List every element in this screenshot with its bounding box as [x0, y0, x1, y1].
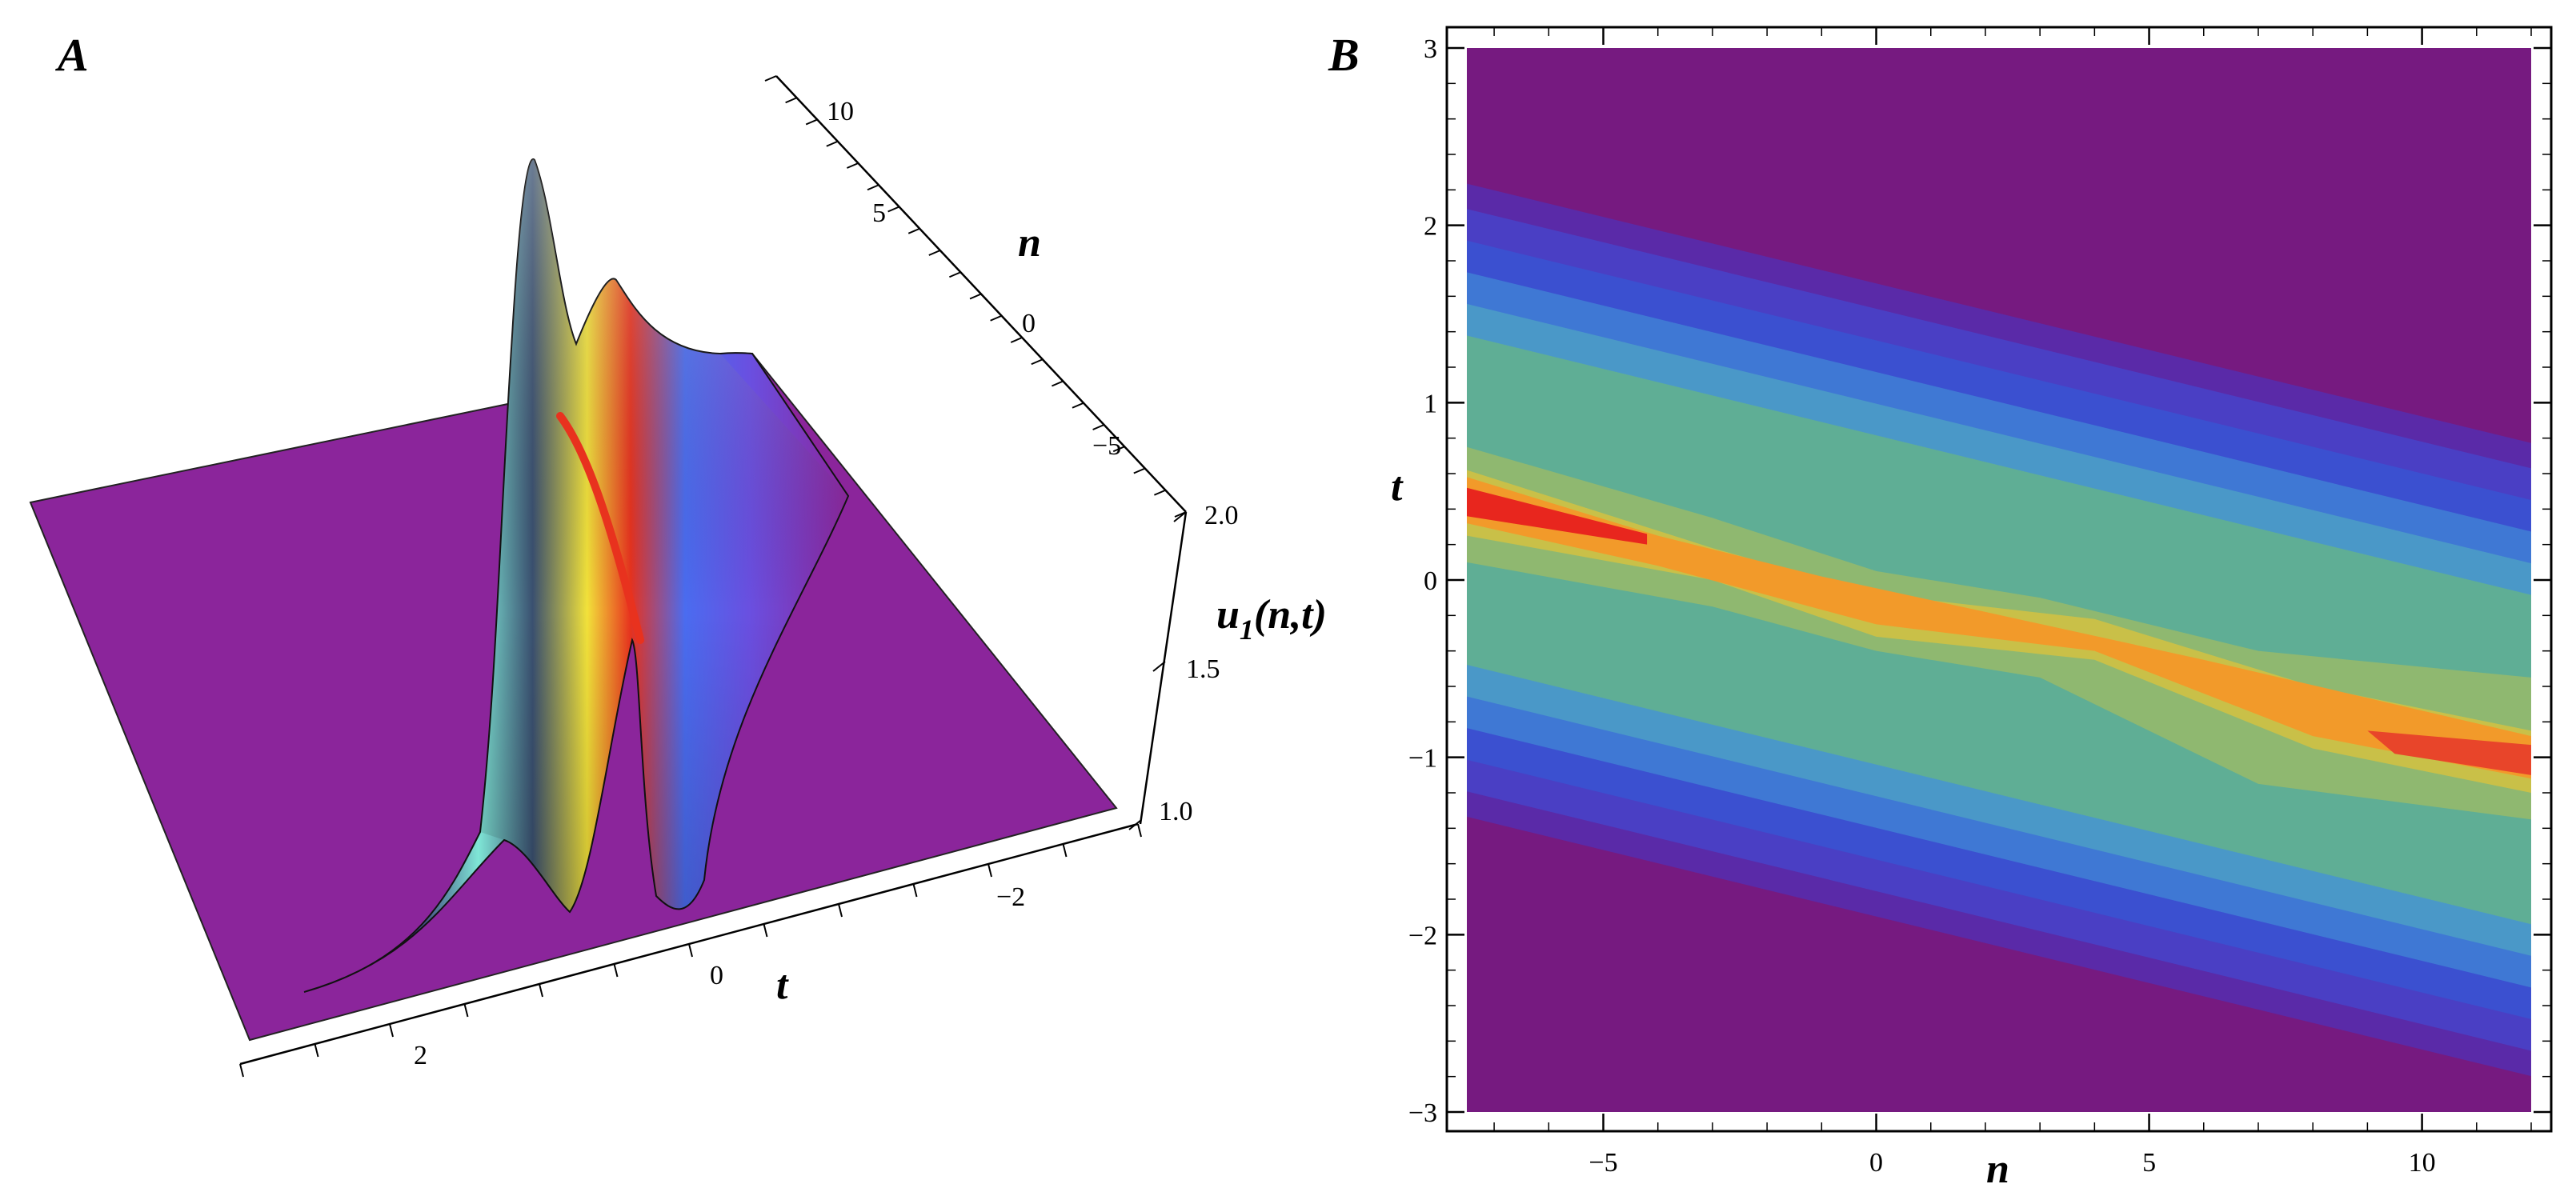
t-axis: 2 0 −2 t	[239, 822, 1142, 1078]
z-axis-title: u1(n,t)	[1216, 592, 1327, 646]
y-tick-label: −1	[1408, 744, 1437, 774]
t-axis-tick	[988, 863, 992, 878]
t-axis-tick	[539, 983, 543, 998]
y-tick-label: −3	[1408, 1098, 1437, 1128]
t-axis-tick	[688, 943, 693, 958]
t-tick-label: −2	[996, 882, 1025, 912]
t-axis-tick	[389, 1023, 394, 1038]
t-axis-tick	[763, 923, 768, 938]
soliton-ridge-shade	[480, 158, 848, 913]
x-tick-label: 5	[2142, 1148, 2156, 1178]
heatmap-contour-band	[1467, 487, 1648, 545]
y-tick-label: 1	[1424, 389, 1437, 418]
x-axis: −5 0 5 10	[1493, 27, 2532, 1178]
n-tick-label: 0	[1022, 309, 1036, 338]
n-axis: 10 5 0 −5 n	[764, 75, 1187, 518]
n-axis-title: n	[1018, 220, 1041, 266]
n-axis-tick	[1112, 446, 1125, 453]
t-axis-tick	[314, 1043, 319, 1058]
heatmap-contour-band	[2367, 730, 2531, 775]
z-tick-label: 2.0	[1204, 501, 1239, 530]
t-tick-label: 2	[414, 1041, 427, 1070]
n-axis-tick	[887, 206, 899, 213]
n-tick-label: −5	[1092, 431, 1121, 461]
heatmap	[1467, 48, 2531, 1112]
n-axis-tick	[785, 97, 797, 104]
t-axis-tick	[1062, 843, 1068, 858]
n-axis-tick	[1052, 380, 1064, 387]
n-axis-tick	[1154, 489, 1166, 496]
z-axis-title-args: (n,t)	[1254, 592, 1327, 638]
heatmap-contour-band	[1467, 477, 2531, 779]
t-axis-tick	[463, 1003, 469, 1018]
y-tick-label: 0	[1424, 566, 1437, 596]
n-axis-tick	[969, 293, 982, 300]
n-axis-tick	[826, 140, 839, 147]
t-axis-tick	[613, 963, 619, 978]
n-axis-tick	[949, 271, 961, 278]
n-axis-tick	[990, 314, 1002, 322]
panel-a-letter: A	[55, 29, 89, 81]
panel-a: A 10 5 0 −5 n 2.0 1.5 1.0 u1(n,	[29, 29, 1327, 1078]
z-axis: 2.0 1.5 1.0 u1(n,t)	[1128, 501, 1327, 830]
t-axis-tick	[912, 883, 918, 898]
soliton-crest	[556, 412, 644, 644]
x-tick-label: 10	[2409, 1148, 2436, 1178]
n-tick-label: 5	[872, 198, 886, 228]
t-axis-tick	[239, 1063, 244, 1078]
y-tick-label: 3	[1424, 34, 1437, 64]
t-axis-tick	[838, 903, 843, 918]
x-tick-label: −5	[1588, 1148, 1617, 1178]
y-tick-label: −2	[1408, 921, 1437, 950]
t-axis-tick	[1137, 823, 1142, 838]
t-axis-title: t	[776, 962, 789, 1008]
z-axis-title-sub: 1	[1240, 614, 1254, 646]
y-axis: 3 2 1 0 −1 −2 −3	[1408, 34, 2551, 1128]
y-axis-title: t	[1391, 464, 1404, 510]
n-axis-tick	[1092, 424, 1104, 430]
n-axis-tick	[1010, 337, 1023, 343]
panel-b-letter: B	[1328, 29, 1360, 81]
y-tick-label: 2	[1424, 212, 1437, 242]
t-tick-label: 0	[710, 961, 723, 990]
z-tick-label: 1.0	[1159, 797, 1193, 826]
n-axis-tick	[1031, 358, 1044, 366]
n-axis-tick	[907, 227, 920, 234]
n-axis-tick	[928, 250, 941, 256]
n-axis-tick	[847, 162, 859, 169]
n-axis-tick	[764, 75, 777, 82]
n-axis-tick	[1072, 402, 1084, 409]
x-axis-title: n	[1986, 1146, 2009, 1192]
x-tick-label: 0	[1869, 1148, 1883, 1178]
z-axis-title-main: u	[1216, 592, 1240, 638]
n-axis-tick	[805, 118, 818, 126]
n-tick-label: 10	[827, 97, 854, 126]
n-axis-tick	[867, 184, 879, 191]
z-tick-label: 1.5	[1186, 654, 1220, 684]
n-axis-tick	[1133, 467, 1146, 474]
